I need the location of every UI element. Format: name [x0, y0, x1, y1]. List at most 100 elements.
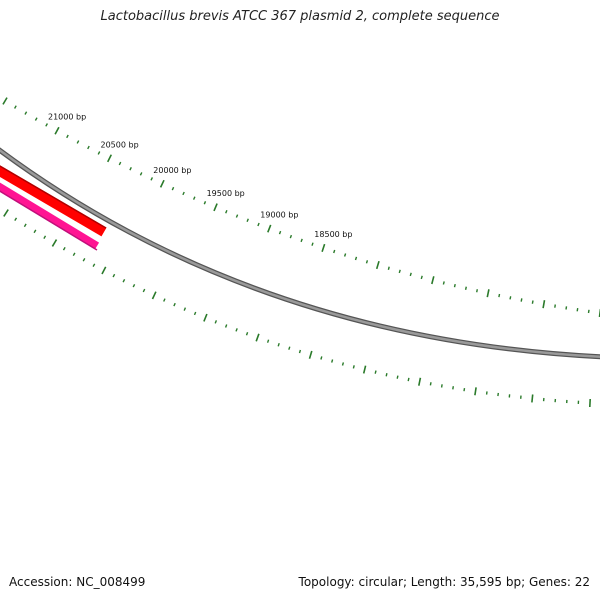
outer-major-tick	[486, 289, 490, 298]
outer-minor-tick	[278, 230, 282, 235]
inner-minor-tick	[163, 298, 166, 302]
outer-major-tick	[159, 179, 165, 188]
outer-minor-tick	[554, 304, 556, 308]
inner-major-tick	[418, 377, 422, 386]
outer-minor-tick	[398, 269, 401, 274]
outer-minor-tick	[129, 166, 132, 171]
inner-minor-tick	[112, 273, 116, 278]
inner-minor-tick	[92, 263, 96, 267]
inner-major-tick	[255, 333, 260, 342]
gene-feature-forward-edge	[0, 165, 107, 229]
inner-minor-tick	[245, 332, 249, 336]
inner-minor-tick	[277, 342, 280, 347]
inner-minor-tick	[385, 373, 388, 377]
inner-minor-tick	[214, 320, 218, 324]
outer-minor-tick	[565, 306, 568, 310]
inner-minor-tick	[288, 346, 291, 350]
outer-minor-tick	[139, 172, 143, 176]
outer-minor-tick	[76, 140, 80, 144]
outer-major-tick	[213, 203, 218, 212]
outer-minor-tick	[365, 260, 369, 264]
accession-label: Accession: NC_008499	[9, 575, 146, 589]
scale-label: 20000 bp	[153, 166, 191, 175]
inner-minor-tick	[23, 223, 27, 228]
inner-minor-tick	[331, 359, 334, 363]
inner-minor-tick	[142, 288, 146, 293]
inner-minor-tick	[62, 246, 66, 251]
inner-major-tick	[474, 387, 477, 396]
outer-major-tick	[2, 97, 8, 105]
scale-label: 21000 bp	[48, 113, 86, 122]
inner-tick-ring	[3, 209, 591, 408]
inner-major-tick	[362, 365, 367, 374]
outer-minor-tick	[150, 177, 154, 181]
inner-minor-tick	[266, 339, 270, 343]
outer-minor-tick	[289, 234, 293, 239]
inner-major-tick	[101, 266, 107, 275]
inner-minor-tick	[14, 217, 18, 221]
scale-label: 19000 bp	[260, 211, 298, 220]
topology-summary: Topology: circular; Length: 35,595 bp; G…	[298, 575, 590, 589]
inner-minor-tick	[72, 252, 76, 257]
inner-major-tick	[531, 394, 534, 403]
outer-minor-tick	[257, 222, 260, 227]
inner-minor-tick	[132, 283, 136, 288]
inner-minor-tick	[183, 307, 187, 311]
inner-minor-tick	[440, 384, 443, 388]
outer-minor-tick	[343, 253, 347, 257]
inner-minor-tick	[320, 356, 323, 360]
outer-minor-tick	[225, 209, 228, 214]
inner-minor-tick	[463, 387, 466, 392]
inner-minor-tick	[374, 370, 377, 374]
scale-label: 18500 bp	[314, 230, 352, 239]
outer-minor-tick	[409, 272, 412, 277]
outer-minor-tick	[453, 283, 456, 288]
inner-minor-tick	[224, 324, 228, 328]
outer-minor-tick	[235, 214, 239, 218]
inner-minor-tick	[122, 278, 126, 283]
inner-minor-tick	[396, 375, 399, 379]
scale-label: 19500 bp	[207, 189, 245, 198]
inner-minor-tick	[452, 386, 454, 390]
inner-major-tick	[203, 313, 208, 322]
outer-major-tick	[375, 260, 380, 270]
inner-minor-tick	[352, 365, 355, 369]
inner-minor-tick	[429, 382, 432, 386]
outer-minor-tick	[464, 286, 467, 290]
outer-major-tick	[106, 154, 113, 163]
inner-minor-tick	[173, 302, 176, 307]
inner-minor-tick	[407, 377, 410, 382]
outer-major-tick	[321, 243, 326, 252]
outer-minor-tick	[442, 281, 445, 285]
outer-minor-tick	[203, 201, 207, 205]
gene-feature-reverse-edge	[0, 190, 98, 251]
outer-minor-tick	[476, 289, 478, 293]
outer-minor-tick	[311, 242, 314, 246]
outer-minor-tick	[520, 298, 523, 302]
outer-minor-tick	[34, 117, 38, 121]
outer-minor-tick	[300, 238, 303, 243]
outer-minor-tick	[509, 296, 512, 300]
inner-minor-tick	[82, 258, 86, 262]
outer-minor-tick	[531, 300, 534, 304]
inner-minor-tick	[341, 362, 345, 366]
outer-major-tick	[431, 276, 435, 285]
scale-label: 20500 bp	[101, 140, 139, 149]
outer-minor-tick	[420, 275, 423, 280]
outer-major-tick	[54, 126, 60, 135]
outer-minor-tick	[333, 249, 336, 254]
map-title: Lactobacillus brevis ATCC 367 plasmid 2,…	[100, 9, 500, 24]
outer-minor-tick	[87, 145, 90, 150]
gene-feature-forward[interactable]	[0, 165, 107, 237]
outer-minor-tick	[192, 196, 196, 200]
inner-minor-tick	[33, 229, 37, 234]
outer-minor-tick	[171, 186, 175, 191]
outer-minor-tick	[45, 123, 49, 127]
inner-minor-tick	[193, 311, 197, 316]
inner-minor-tick	[298, 349, 302, 354]
outer-minor-tick	[498, 293, 501, 298]
backbone-circle-highlight	[0, 148, 600, 358]
gene-feature-reverse[interactable]	[0, 182, 100, 250]
outer-minor-tick	[66, 134, 69, 139]
